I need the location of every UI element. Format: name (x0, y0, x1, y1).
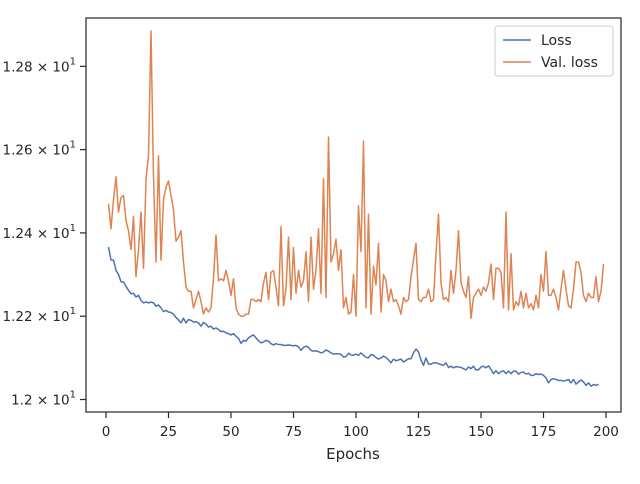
y-tick-label: 1.28 × 101 (2, 56, 76, 75)
x-tick-label: 75 (285, 424, 302, 440)
axes-layer: 0 25 50 75 100 125 150 175 200 1.2 × 101 1.22 × 10… (2, 17, 622, 440)
series-line-1 (107, 246, 599, 387)
x-tick-label: 175 (531, 424, 557, 440)
x-tick-label: 0 (102, 424, 111, 440)
chart-legend: Loss Val. loss (494, 25, 614, 77)
x-tick-label: 125 (406, 424, 432, 440)
legend-box (494, 25, 614, 77)
y-tick-label: 1.26 × 101 (2, 140, 76, 159)
plot-frame (85, 17, 622, 413)
x-tick-label: 25 (160, 424, 177, 440)
x-tick-label: 150 (468, 424, 494, 440)
series-layer (107, 30, 605, 387)
series-line-2 (107, 30, 605, 320)
y-tick-label: 1.24 × 101 (2, 223, 76, 242)
x-axis-label: Epochs (326, 445, 380, 463)
x-tick-label: 200 (593, 424, 619, 440)
y-tick-label: 1.22 × 101 (2, 306, 76, 325)
x-tick-label: 100 (343, 424, 369, 440)
legend-label-1: Loss (541, 33, 572, 49)
x-tick-label: 50 (222, 424, 239, 440)
y-tick-label: 1.2 × 101 (11, 390, 76, 409)
legend-label-2: Val. loss (541, 55, 598, 71)
